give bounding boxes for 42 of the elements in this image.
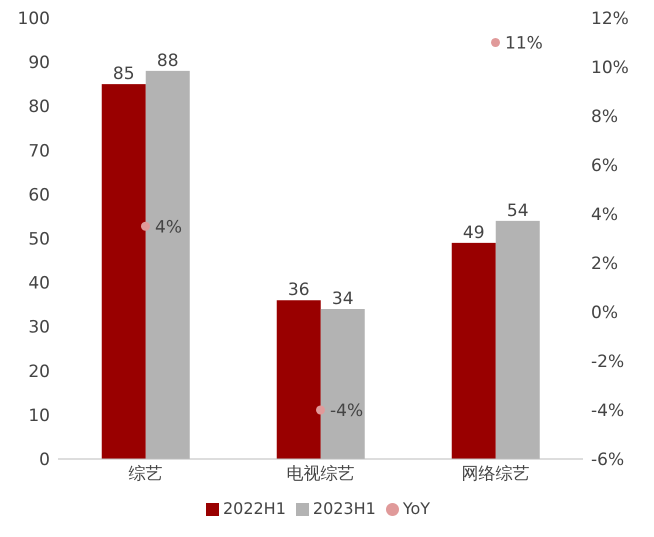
data-label: 36: [288, 280, 310, 300]
y-tick-label: 100: [18, 9, 50, 30]
point: [316, 405, 326, 415]
y2-tick-label: 8%: [591, 107, 618, 128]
data-label: 54: [506, 200, 529, 221]
y-tick-label: 70: [28, 141, 50, 162]
y2-tick-label: -6%: [591, 450, 624, 470]
data-label: 11%: [505, 34, 543, 54]
data-label: 34: [332, 289, 354, 310]
y2-tick-label: 2%: [591, 254, 618, 274]
y2-tick-label: -4%: [591, 401, 624, 422]
y2-tick-label: 12%: [591, 9, 629, 30]
x-tick-label: 网络综艺: [462, 464, 530, 484]
bar: [276, 300, 321, 459]
data-label: 4%: [155, 217, 182, 238]
y-tick-label: 80: [28, 97, 50, 118]
y-tick-label: 20: [28, 362, 50, 382]
y2-tick-label: -2%: [591, 352, 624, 372]
data-label: -4%: [330, 401, 364, 422]
bar: [102, 84, 146, 459]
y-tick-label: 90: [28, 53, 50, 74]
x-tick-label: 电视综艺: [286, 464, 354, 484]
y2-tick-label: 0%: [591, 303, 618, 324]
point: [140, 222, 150, 231]
data-label: 49: [462, 222, 485, 243]
y-tick-label: 60: [28, 185, 50, 206]
y-tick-label: 30: [28, 318, 50, 338]
y2-tick-label: 10%: [591, 58, 629, 78]
y-tick-label: 0: [39, 450, 50, 470]
y-tick-label: 40: [28, 274, 50, 294]
data-label: 88: [156, 50, 179, 71]
point: [490, 38, 500, 48]
legend-label: 2023H1: [312, 499, 376, 518]
y-tick-label: 50: [28, 230, 50, 250]
x-tick-label: 综艺: [128, 464, 162, 484]
legend-label: 2022H1: [222, 499, 286, 518]
y2-tick-label: 6%: [591, 156, 618, 176]
data-label: 85: [112, 64, 135, 84]
legend-label: YoY: [402, 499, 430, 518]
y2-tick-label: 4%: [591, 205, 618, 226]
y-tick-label: 10: [28, 406, 50, 426]
bar: [452, 242, 496, 459]
